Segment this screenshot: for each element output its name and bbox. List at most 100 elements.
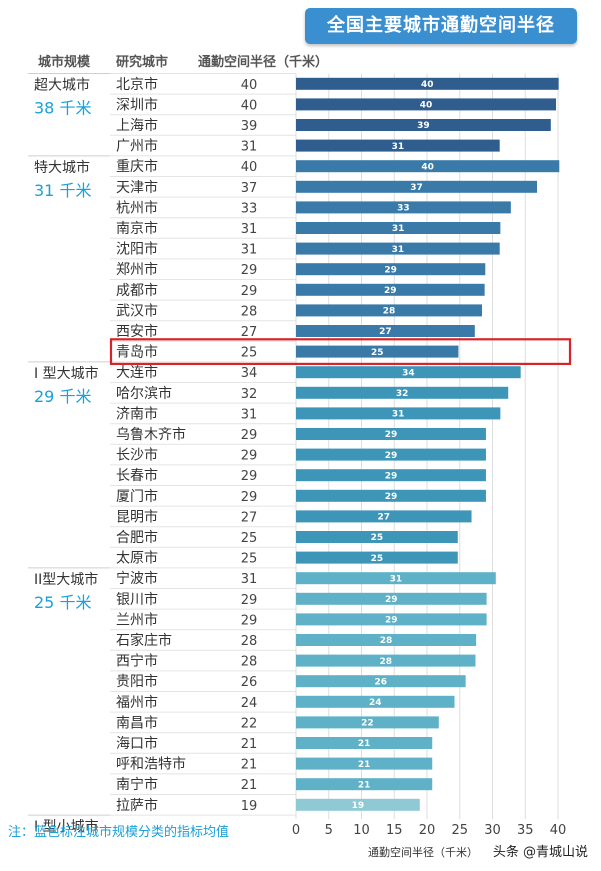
- bar: [296, 675, 466, 688]
- city-label: 长春市: [116, 467, 158, 484]
- value-label: 21: [241, 758, 258, 773]
- city-label: 重庆市: [116, 158, 158, 175]
- bar-data-label: 28: [379, 657, 392, 667]
- city-label: 南京市: [116, 220, 158, 237]
- x-tick-label: 5: [325, 823, 333, 838]
- bar: [296, 180, 538, 193]
- group-name: 特大城市: [34, 159, 90, 176]
- watermark: 头条 @青城山说: [493, 844, 588, 860]
- x-tick-label: 30: [484, 823, 501, 838]
- bar-data-label: 21: [358, 760, 371, 770]
- bar: [296, 160, 560, 173]
- bar-data-label: 40: [420, 101, 433, 111]
- value-label: 28: [241, 634, 258, 649]
- x-tick-label: 15: [386, 823, 403, 838]
- value-label: 25: [241, 346, 258, 361]
- bar: [296, 139, 500, 152]
- bar-data-label: 39: [417, 121, 430, 131]
- city-label: 上海市: [116, 117, 158, 134]
- bar-data-label: 29: [384, 265, 397, 275]
- city-label: 西安市: [116, 323, 158, 340]
- value-label: 25: [241, 531, 258, 546]
- bar-data-label: 33: [397, 204, 410, 214]
- bar-data-label: 22: [361, 719, 374, 729]
- bar-data-label: 31: [392, 410, 405, 420]
- group-average: 29 千米: [34, 387, 91, 406]
- group-average: 25 千米: [34, 593, 91, 612]
- bar: [296, 263, 486, 276]
- city-label: 银川市: [116, 591, 158, 608]
- value-label: 31: [241, 140, 258, 155]
- city-label: 成都市: [116, 282, 158, 299]
- city-label: 太原市: [116, 550, 158, 567]
- value-label: 28: [241, 304, 258, 319]
- bar-data-label: 28: [383, 307, 396, 317]
- bar: [296, 510, 472, 523]
- value-label: 37: [241, 181, 258, 196]
- bar: [296, 386, 509, 399]
- group-average: 38 千米: [34, 99, 91, 118]
- value-label: 31: [241, 243, 258, 258]
- bar-data-label: 29: [385, 616, 398, 626]
- city-label: 宁波市: [116, 570, 158, 587]
- bar-data-label: 32: [396, 389, 409, 399]
- bar: [296, 654, 476, 667]
- bar: [296, 448, 486, 461]
- value-label: 31: [241, 222, 258, 237]
- city-label: 厦门市: [116, 488, 158, 505]
- bar: [296, 695, 455, 708]
- bar-data-label: 31: [392, 245, 405, 255]
- bar: [296, 778, 433, 791]
- city-label: 昆明市: [116, 508, 158, 525]
- value-label: 40: [241, 78, 258, 93]
- value-label: 31: [241, 572, 258, 587]
- bar: [296, 77, 559, 90]
- value-label: 29: [241, 449, 258, 464]
- value-label: 40: [241, 98, 258, 113]
- bar-data-label: 31: [392, 224, 405, 234]
- bar: [296, 531, 458, 543]
- city-label: 石家庄市: [116, 632, 172, 649]
- value-label: 29: [241, 263, 258, 278]
- bar: [296, 634, 477, 646]
- value-label: 21: [241, 778, 258, 793]
- header-radius: 通勤空间半径（千米）: [198, 54, 328, 70]
- bar: [296, 345, 459, 358]
- value-label: 29: [241, 284, 258, 299]
- city-label: 南宁市: [116, 776, 158, 793]
- value-label: 29: [241, 613, 258, 628]
- city-label: 青岛市: [116, 344, 158, 361]
- city-label: 海口市: [116, 735, 158, 752]
- city-label: 呼和浩特市: [116, 756, 186, 773]
- bar-data-label: 34: [402, 368, 415, 378]
- city-label: 杭州市: [116, 199, 158, 216]
- header-scale: 城市规模: [38, 54, 91, 70]
- value-label: 28: [241, 655, 258, 670]
- city-label: 大连市: [116, 364, 158, 381]
- bar: [296, 242, 500, 255]
- bar-data-label: 37: [410, 183, 423, 193]
- value-label: 29: [241, 428, 258, 443]
- x-tick-label: 35: [517, 823, 534, 838]
- city-label: 深圳市: [116, 96, 158, 113]
- city-label: 西宁市: [116, 653, 158, 670]
- bar-data-label: 19: [352, 801, 365, 811]
- x-tick-label: 20: [419, 823, 436, 838]
- bar: [296, 304, 483, 317]
- bar-data-label: 21: [358, 780, 371, 790]
- bar-data-label: 25: [371, 348, 384, 358]
- value-label: 24: [241, 696, 258, 711]
- bar: [296, 716, 439, 729]
- bar: [296, 572, 496, 585]
- chart-title: 全国主要城市通勤空间半径: [305, 8, 577, 44]
- bar-data-label: 25: [371, 554, 384, 564]
- bar: [296, 757, 433, 770]
- value-label: 29: [241, 593, 258, 608]
- bar-data-label: 31: [392, 142, 405, 152]
- city-label: 北京市: [116, 76, 158, 93]
- bar: [296, 366, 521, 379]
- value-label: 25: [241, 552, 258, 567]
- city-label: 天津市: [116, 179, 158, 196]
- value-label: 32: [241, 387, 258, 402]
- group-name: I 型小城市: [34, 818, 99, 835]
